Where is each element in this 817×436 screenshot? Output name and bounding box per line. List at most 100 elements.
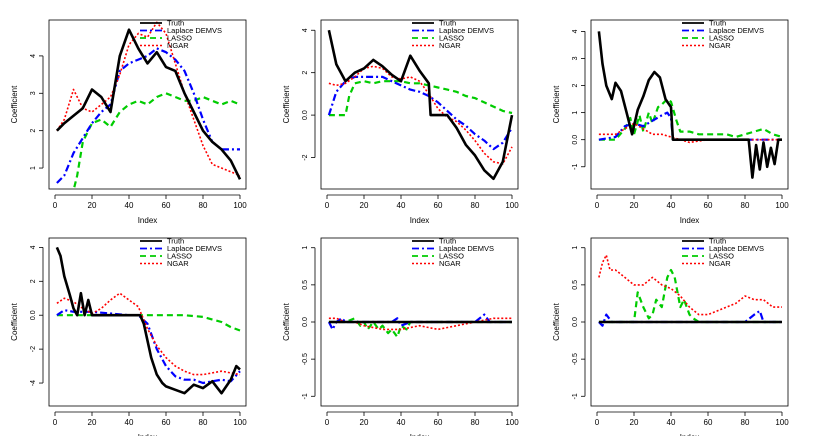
legend-label: Laplace DEMVS: [709, 244, 764, 253]
y-tick-label: 4: [302, 28, 309, 32]
x-tick-label: 60: [434, 418, 443, 427]
plot-frame: [590, 237, 789, 407]
legend-label: Laplace DEMVS: [439, 26, 494, 35]
panel-3: 0 20 40 60 80 100 Index -1 0.0 1 2 3 4 Coefficient Tru…: [552, 19, 789, 226]
y-tick-label: 2: [302, 71, 309, 75]
legend-label: Truth: [167, 237, 184, 246]
legend-label: Truth: [709, 19, 726, 28]
y-tick-label: -1: [572, 393, 579, 399]
y-axis-label: Coefficient: [282, 85, 291, 123]
series-line-truth: [597, 31, 782, 179]
y-tick-label: 2: [572, 84, 579, 88]
series-line-truth: [55, 246, 241, 395]
x-tick-label: 20: [630, 201, 639, 210]
plot-frame: [320, 19, 519, 190]
y-tick-label: 4: [572, 29, 579, 33]
y-axis-label: Coefficient: [10, 302, 19, 340]
x-tick-label: 0: [53, 201, 58, 210]
y-axis-label: Coefficient: [552, 85, 561, 123]
series-line-lasso: [72, 92, 241, 189]
x-axis-label: Index: [138, 216, 158, 225]
legend-label: NGAR: [439, 41, 461, 50]
x-tick-label: 60: [162, 418, 171, 427]
legend-label: Truth: [439, 19, 456, 28]
x-tick-label: 80: [741, 201, 750, 210]
legend-label: LASSO: [439, 252, 464, 261]
y-tick-label: 4: [30, 54, 37, 58]
legend-label: LASSO: [439, 34, 464, 43]
y-tick-label: 2: [30, 129, 37, 133]
plot-frame: [48, 237, 247, 407]
legend-label: NGAR: [167, 41, 189, 50]
y-tick-label: -1: [302, 393, 309, 399]
x-tick-label: 80: [741, 418, 750, 427]
x-tick-label: 20: [630, 418, 639, 427]
x-axis-label: Index: [680, 433, 700, 436]
y-tick-label: 0.0: [572, 317, 579, 327]
legend-label: LASSO: [709, 252, 734, 261]
x-tick-label: 20: [88, 418, 97, 427]
x-tick-label: 60: [162, 201, 171, 210]
y-tick-label: 0.0: [302, 317, 309, 327]
plot-frame: [48, 19, 247, 190]
x-tick-label: 100: [775, 418, 789, 427]
x-tick-label: 40: [397, 201, 406, 210]
panel-1: 0 20 40 60 80 100 Index 1 2 3 4 Coefficient TruthLap…: [10, 19, 247, 226]
series-line-lasso: [328, 80, 513, 117]
y-tick-label: 2: [30, 279, 37, 283]
legend-label: LASSO: [167, 252, 192, 261]
y-tick-label: 4: [30, 245, 37, 249]
series-line-ngar: [328, 317, 512, 331]
x-tick-label: 0: [53, 418, 58, 427]
x-tick-label: 100: [233, 201, 247, 210]
x-axis-label: Index: [410, 216, 430, 225]
y-tick-label: -0.5: [572, 353, 579, 365]
x-tick-label: 0: [325, 201, 330, 210]
y-tick-label: 1: [572, 111, 579, 115]
y-tick-label: 0.0: [302, 110, 309, 120]
y-tick-label: 0.5: [302, 280, 309, 290]
x-tick-label: 40: [667, 418, 676, 427]
series-line-lasso: [598, 97, 783, 141]
y-tick-label: -0.5: [302, 353, 309, 365]
legend-label: LASSO: [709, 34, 734, 43]
y-tick-label: 1: [30, 166, 37, 170]
series-line-truth: [327, 29, 514, 181]
legend-label: Laplace DEMVS: [709, 26, 764, 35]
x-tick-label: 40: [667, 201, 676, 210]
legend-label: NGAR: [709, 41, 731, 50]
panel-4: 0 20 40 60 80 100 Index -4 -2 0.0 2 4 Coefficient Tru…: [10, 237, 247, 436]
x-tick-label: 100: [505, 418, 519, 427]
legend-label: Truth: [709, 237, 726, 246]
x-tick-label: 0: [595, 418, 600, 427]
x-axis-label: Index: [410, 433, 430, 436]
x-tick-label: 80: [471, 418, 480, 427]
plot-frame: [320, 237, 519, 407]
plot-frame: [590, 19, 789, 190]
y-axis-label: Coefficient: [10, 85, 19, 123]
x-tick-label: 100: [775, 201, 789, 210]
legend-label: NGAR: [167, 259, 189, 268]
series-line-ngar: [56, 21, 241, 177]
y-tick-label: -2: [30, 346, 37, 352]
series-line-ngar: [328, 65, 513, 165]
legend-label: Laplace DEMVS: [167, 244, 222, 253]
x-tick-label: 40: [125, 201, 134, 210]
x-tick-label: 80: [471, 201, 480, 210]
x-tick-label: 100: [233, 418, 247, 427]
legend-label: NGAR: [709, 259, 731, 268]
legend-label: LASSO: [167, 34, 192, 43]
legend-label: Laplace DEMVS: [167, 26, 222, 35]
y-axis-label: Coefficient: [282, 302, 291, 340]
y-tick-label: 0.0: [572, 135, 579, 145]
x-tick-label: 20: [360, 418, 369, 427]
series-line-lasso: [598, 268, 782, 324]
series-line-laplace-demvs: [598, 309, 782, 327]
x-tick-label: 20: [88, 201, 97, 210]
x-tick-label: 100: [505, 201, 519, 210]
series-line-laplace-demvs: [327, 75, 513, 151]
series-line-lasso: [56, 314, 241, 332]
panel-6: 0 20 40 60 80 100 Index -1 -0.5 0.0 0.5 1 Coefficien…: [552, 237, 789, 436]
x-tick-label: 60: [704, 418, 713, 427]
